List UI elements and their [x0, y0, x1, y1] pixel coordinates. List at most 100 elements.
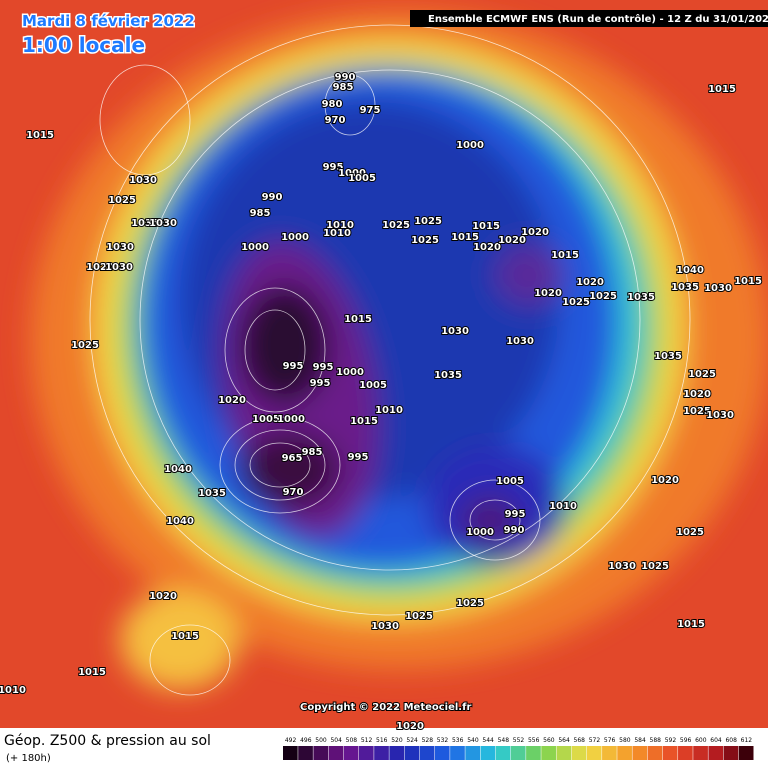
isobar-label: 1015 [451, 232, 479, 243]
legend-label: 528 [422, 737, 434, 744]
isobar-label: 1030 [105, 262, 133, 273]
legend-label: 588 [650, 737, 662, 744]
legend-label: 504 [330, 737, 342, 744]
isobar-label: 1025 [411, 235, 439, 246]
footer-lead: (+ 180h) [6, 753, 51, 764]
legend-swatch [510, 746, 526, 760]
isobars [89, 24, 691, 696]
isobar-label: 995 [323, 162, 344, 173]
isobar-label: 995 [310, 378, 331, 389]
isobar-label: 1035 [627, 292, 655, 303]
isobar-label: 980 [322, 99, 343, 110]
legend-swatch [723, 746, 739, 760]
isobar-label: 1030 [704, 283, 732, 294]
isobar-label: 1015 [350, 416, 378, 427]
legend-swatch [419, 746, 435, 760]
isobar-label: 1030 [106, 242, 134, 253]
legend-swatch [617, 746, 632, 760]
legend-label: 568 [574, 737, 586, 744]
isobar-label: 1030 [129, 175, 157, 186]
isobar-label: 985 [302, 447, 323, 458]
isobar-label: 1025 [683, 406, 711, 417]
legend-swatch [586, 746, 602, 760]
legend-label: 548 [498, 737, 510, 744]
legend-swatch [556, 746, 572, 760]
map-field [0, 0, 768, 728]
isobar-label: 1025 [108, 195, 136, 206]
legend-label: 580 [619, 737, 631, 744]
legend-swatch [283, 746, 298, 760]
legend-swatch [465, 746, 481, 760]
legend-label: 596 [680, 737, 692, 744]
legend-swatch [632, 746, 648, 760]
isobar-label: 1010 [0, 685, 26, 696]
footer-title: Géop. Z500 & pression au sol [4, 733, 211, 749]
run-info: Ensemble ECMWF ENS (Run de contrôle) - 1… [428, 13, 768, 25]
isobar-label: 995 [505, 509, 526, 520]
isobar-label: 1020 [396, 721, 424, 732]
legend-label: 492 [285, 737, 297, 744]
legend-swatch [450, 746, 465, 760]
legend-label: 520 [391, 737, 403, 744]
legend-label: 608 [725, 737, 737, 744]
isobar-label: 1015 [551, 250, 579, 261]
isobar-label: 965 [282, 453, 303, 464]
isobar-label: 1035 [671, 282, 699, 293]
isobar-label: 970 [283, 487, 304, 498]
legend-label: 592 [665, 737, 677, 744]
isobar-label: 1040 [676, 265, 704, 276]
legend-swatch [374, 746, 389, 760]
legend-swatch [298, 746, 313, 760]
isobar-label: 1005 [359, 380, 387, 391]
isobar-labels: 1015103010251035103010301020103010259909… [0, 71, 763, 733]
date-title: Mardi 8 février 2022 [22, 12, 195, 30]
legend-label: 560 [543, 737, 555, 744]
isobar-label: 1025 [688, 369, 716, 380]
legend-label: 512 [361, 737, 373, 744]
isobar-label: 1030 [149, 218, 177, 229]
legend-label: 544 [482, 737, 494, 744]
isobar-label: 1020 [521, 227, 549, 238]
legend-swatch [343, 746, 359, 760]
isobar-label: 1015 [708, 84, 736, 95]
isobar-label: 1000 [466, 527, 494, 538]
legend-label: 532 [437, 737, 449, 744]
isobar-label: 1020 [149, 591, 177, 602]
legend-swatch [404, 746, 420, 760]
isobar-label: 1025 [641, 561, 669, 572]
legend-label: 552 [513, 737, 525, 744]
isobar-label: 1005 [348, 173, 376, 184]
isobar-label: 1000 [281, 232, 309, 243]
legend-label: 572 [589, 737, 601, 744]
isobar-label: 1010 [549, 501, 577, 512]
isobar-label: 1020 [651, 475, 679, 486]
legend-swatch [495, 746, 511, 760]
isobar-label: 1000 [338, 168, 366, 179]
isobar-label: 1020 [534, 288, 562, 299]
isobar-label: 1000 [241, 242, 269, 253]
isobar-label: 995 [313, 362, 334, 373]
isobar-label: 1020 [473, 242, 501, 253]
isobar-label: 1000 [336, 367, 364, 378]
legend-swatch [541, 746, 556, 760]
isobar-label: 1035 [434, 370, 462, 381]
legend-swatch [389, 746, 405, 760]
isobar-label: 1030 [706, 410, 734, 421]
isobar-label: 1020 [576, 277, 604, 288]
isobar-label: 1025 [414, 216, 442, 227]
run-box [410, 10, 768, 27]
legend-label: 496 [300, 737, 312, 744]
legend-label: 604 [710, 737, 722, 744]
isobar-label: 990 [262, 192, 283, 203]
isobar-label: 1020 [86, 262, 114, 273]
isobar-label: 985 [250, 208, 271, 219]
isobar-label: 1030 [371, 621, 399, 632]
legend-swatch [738, 746, 754, 760]
legend-label: 576 [604, 737, 616, 744]
isobar-label: 970 [325, 115, 346, 126]
isobar-label: 995 [348, 452, 369, 463]
isobar-label: 1035 [654, 351, 682, 362]
legend-label: 536 [452, 737, 464, 744]
isobar-label: 1010 [326, 220, 354, 231]
